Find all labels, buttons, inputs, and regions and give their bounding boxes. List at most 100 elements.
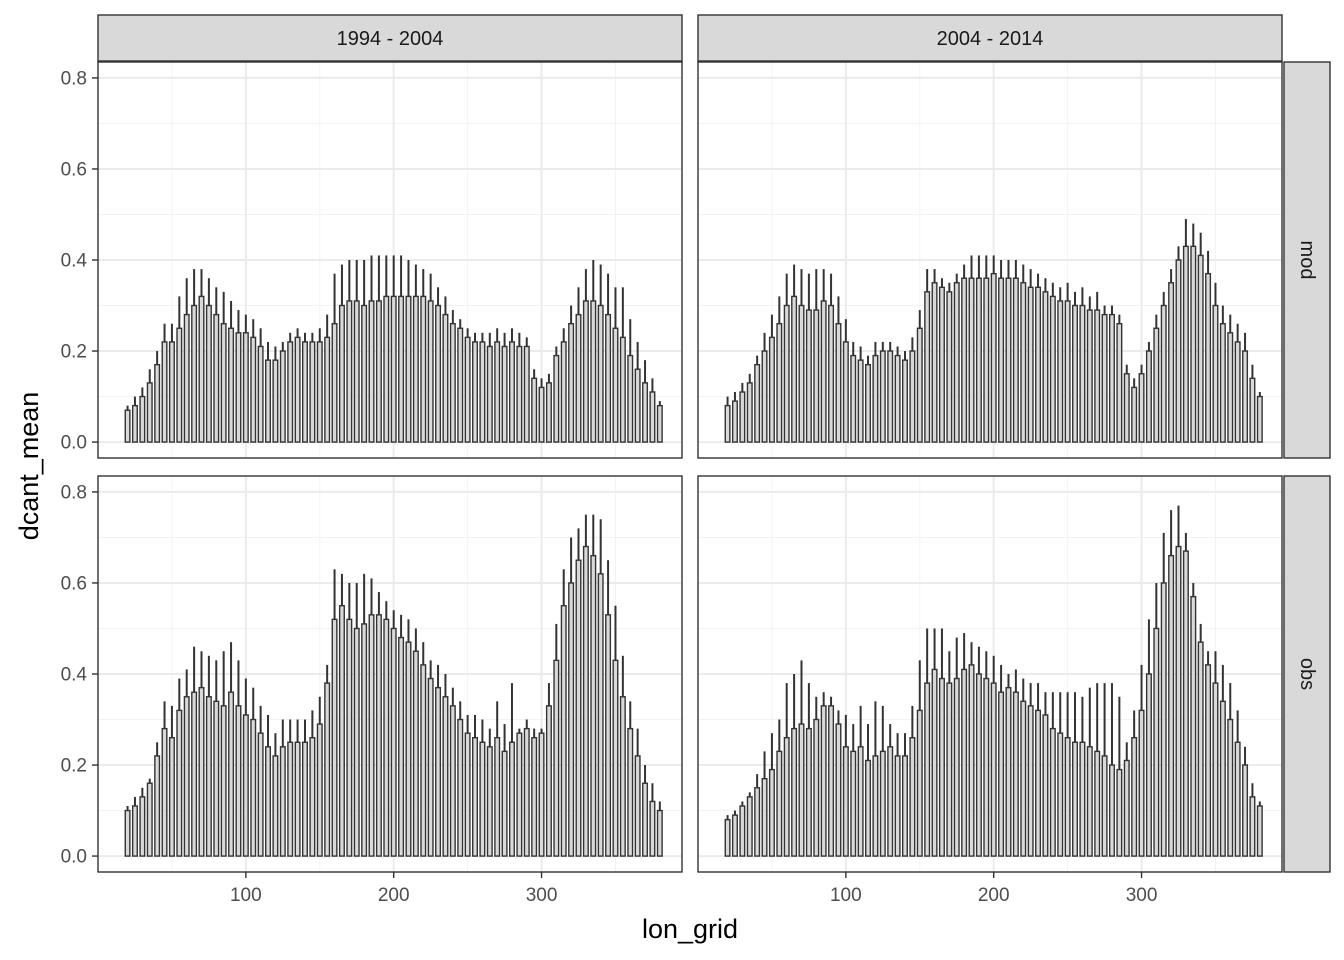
- bar: [1227, 332, 1234, 443]
- bar: [1153, 327, 1160, 443]
- x-tick-label: 200: [978, 885, 1010, 906]
- bar: [894, 755, 901, 857]
- bar: [1145, 673, 1152, 857]
- bar: [494, 341, 501, 443]
- bar: [872, 354, 879, 443]
- bar: [1168, 554, 1175, 857]
- bar: [783, 737, 790, 857]
- bar: [872, 755, 879, 857]
- bar: [301, 341, 308, 443]
- row-strip: [1283, 475, 1331, 873]
- bar: [1094, 750, 1101, 857]
- bar: [909, 350, 916, 443]
- bar: [494, 737, 501, 857]
- bar: [1190, 595, 1197, 857]
- bar: [353, 627, 360, 857]
- bar: [272, 755, 279, 857]
- bar: [205, 304, 212, 443]
- bar: [590, 554, 597, 857]
- bar: [398, 295, 405, 443]
- bar: [338, 605, 345, 857]
- y-tick-label: 0.2: [61, 342, 87, 363]
- bar: [176, 709, 183, 857]
- bar: [1160, 582, 1167, 857]
- bar: [805, 727, 812, 857]
- y-tick-label: 0.6: [61, 159, 87, 180]
- bar: [1042, 291, 1049, 443]
- bar: [746, 796, 753, 857]
- facet-panels: [97, 61, 1283, 873]
- bar: [250, 336, 257, 443]
- bar: [1197, 641, 1204, 857]
- bar: [946, 682, 953, 857]
- bar: [124, 409, 131, 443]
- bar: [1205, 664, 1212, 857]
- bar: [746, 382, 753, 443]
- bar: [442, 313, 449, 443]
- bar: [375, 614, 382, 857]
- bar: [931, 282, 938, 443]
- bar: [938, 677, 945, 857]
- bar: [961, 277, 968, 443]
- bar: [791, 727, 798, 857]
- bar: [131, 404, 138, 443]
- bar: [1249, 796, 1256, 857]
- bar: [1227, 718, 1234, 857]
- bar: [568, 582, 575, 857]
- bar: [634, 755, 641, 857]
- bar: [523, 345, 530, 443]
- bar: [331, 618, 338, 857]
- bar: [990, 272, 997, 443]
- bar: [754, 363, 761, 443]
- row-strip-label: obs: [1296, 658, 1318, 690]
- bar: [398, 636, 405, 857]
- bar: [124, 809, 131, 857]
- bar: [279, 350, 286, 443]
- bar: [531, 377, 538, 443]
- bar: [739, 391, 746, 443]
- bar: [1108, 313, 1115, 443]
- bar: [791, 295, 798, 443]
- bar: [1205, 272, 1212, 443]
- bar: [931, 668, 938, 857]
- bar: [857, 746, 864, 857]
- bar: [1057, 300, 1064, 443]
- bar: [776, 323, 783, 443]
- bar: [953, 677, 960, 857]
- bar: [582, 300, 589, 443]
- bar: [486, 746, 493, 857]
- bar: [405, 641, 412, 857]
- x-tick-label: 100: [830, 885, 862, 906]
- bar: [1035, 709, 1042, 857]
- bar: [242, 332, 249, 443]
- bar: [656, 404, 663, 443]
- bar: [361, 623, 368, 857]
- bar: [820, 300, 827, 443]
- bar: [731, 814, 738, 857]
- bar: [383, 295, 390, 443]
- bar: [1242, 350, 1249, 443]
- bar: [309, 341, 316, 443]
- bar: [331, 323, 338, 443]
- facet-strips: 1994 - 2004 2004 - 2014 mod obs: [97, 14, 1331, 873]
- bar: [1153, 627, 1160, 857]
- bar: [968, 664, 975, 857]
- bar: [146, 782, 153, 857]
- y-tick-label: 0.2: [61, 756, 87, 777]
- bar: [516, 345, 523, 443]
- bar: [538, 386, 545, 443]
- bar: [235, 705, 242, 857]
- x-axis-title: lon_grid: [642, 914, 738, 944]
- bar: [287, 741, 294, 857]
- bar: [1020, 282, 1027, 443]
- bar: [842, 341, 849, 443]
- bar: [154, 363, 161, 443]
- bar: [560, 341, 567, 443]
- bar: [146, 382, 153, 443]
- bar: [265, 359, 272, 443]
- bar: [1168, 282, 1175, 443]
- bar: [390, 295, 397, 443]
- bar: [435, 686, 442, 857]
- bar: [198, 686, 205, 857]
- bar: [924, 682, 931, 857]
